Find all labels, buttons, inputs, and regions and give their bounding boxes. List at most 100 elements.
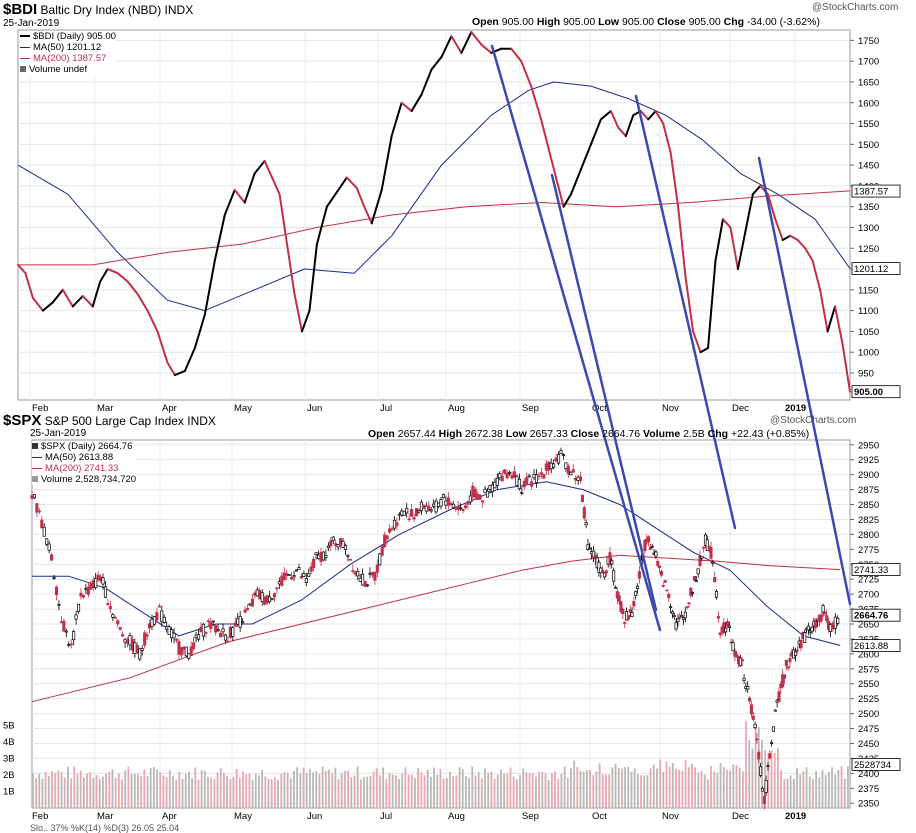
bdi-price-segment — [540, 118, 550, 150]
bdi-price-segment — [677, 205, 687, 279]
y-tick-label: 2475 — [858, 724, 879, 735]
volume-bar — [452, 776, 455, 808]
top-ohlc: Open 905.00 High 905.00 Low 905.00 Close… — [472, 16, 820, 28]
candle-body — [828, 624, 832, 632]
volume-bar — [143, 769, 146, 808]
volume-bar — [436, 774, 439, 808]
volume-bar — [729, 770, 732, 808]
candle-body — [762, 796, 766, 804]
candle-body — [569, 471, 573, 476]
candle-body — [72, 631, 76, 641]
volume-bar — [420, 772, 423, 808]
volume-bar — [137, 773, 139, 808]
candle-body — [160, 610, 164, 623]
candle-body — [292, 575, 296, 578]
candle-body — [576, 476, 580, 481]
volume-bar — [76, 774, 79, 808]
volume-bar — [827, 771, 830, 808]
candle-body — [463, 505, 468, 509]
candle-body — [253, 592, 257, 596]
candle-body — [434, 500, 438, 513]
candle-body — [365, 584, 370, 587]
volume-bar — [449, 771, 451, 808]
volume-bar — [308, 768, 311, 808]
candle-body — [285, 573, 289, 576]
candle-body — [612, 570, 616, 582]
bdi-price-segment — [781, 234, 792, 241]
candle-body — [670, 611, 674, 614]
legend-spx-volume: Volume 2,528,734,720 — [32, 474, 136, 485]
candle-body — [740, 659, 744, 662]
candle-body — [439, 498, 443, 507]
volume-bar — [439, 768, 442, 808]
candle-body — [738, 657, 742, 667]
volume-bar — [706, 779, 709, 808]
volume-bar — [627, 766, 630, 808]
volume-bar — [289, 778, 292, 808]
candle-body — [658, 565, 662, 568]
candle-body — [214, 624, 218, 633]
volume-bar — [359, 779, 362, 808]
spx-last-tag-box — [851, 608, 901, 622]
bdi-last-tag-label: 905.00 — [854, 387, 883, 398]
volume-bar — [716, 772, 719, 808]
volume-bar — [512, 776, 515, 808]
candle-body — [302, 573, 306, 577]
x-tick-label: Feb — [32, 403, 48, 414]
legend-spx: $SPX (Daily) 2664.76 — [32, 441, 136, 452]
candle-body — [294, 569, 299, 572]
volume-bar — [468, 778, 470, 808]
candle-body — [135, 645, 139, 654]
candle-body — [32, 494, 36, 499]
candle-body — [165, 626, 169, 630]
volume-bar — [557, 778, 560, 808]
candle-body — [626, 615, 630, 620]
candle-body — [520, 491, 524, 494]
volume-bar — [796, 768, 798, 808]
candle-body — [836, 617, 840, 624]
bdi-price-segment — [71, 295, 84, 308]
candle-body — [476, 493, 480, 500]
volume-bar — [315, 771, 318, 808]
volume-bar — [465, 776, 467, 808]
volume-bar — [792, 778, 795, 808]
volume-bar — [92, 777, 95, 808]
bdi-price-segment — [774, 218, 784, 241]
volume-bar — [191, 778, 193, 808]
volume-bar — [394, 775, 397, 808]
candle-body — [35, 503, 39, 513]
candle-body — [76, 603, 81, 613]
candle-body — [689, 587, 693, 596]
volume-bar — [617, 767, 620, 808]
bdi-price-segment — [744, 193, 754, 233]
volume-bar — [41, 778, 44, 808]
candle-body — [121, 634, 125, 637]
candle-body — [221, 628, 225, 633]
volume-bar — [621, 768, 623, 808]
candle-body — [725, 621, 730, 627]
candle-body — [187, 653, 191, 659]
volume-bar — [267, 778, 270, 808]
volume-bar — [98, 778, 101, 808]
spx-volume-tag-box — [851, 758, 901, 771]
candle-body — [793, 651, 798, 657]
volume-bar — [156, 769, 158, 808]
candle-body — [341, 540, 345, 548]
candle-body — [613, 586, 618, 589]
bdi-price-segment — [136, 292, 149, 312]
candle-body — [773, 709, 777, 712]
volume-bar — [754, 727, 757, 808]
candle-body — [597, 561, 601, 573]
volume-bar — [318, 773, 321, 808]
candle-body — [243, 609, 247, 613]
volume-bar — [812, 779, 814, 808]
candle-body — [108, 606, 112, 610]
bdi-price-segment — [243, 172, 256, 204]
candle-body — [346, 554, 350, 557]
candle-body — [451, 503, 455, 508]
candle-body — [454, 507, 458, 510]
volume-bar — [824, 775, 827, 808]
x-tick-label: Sep — [522, 403, 539, 414]
bdi-price-segment — [440, 35, 453, 59]
candle-body — [574, 477, 578, 481]
